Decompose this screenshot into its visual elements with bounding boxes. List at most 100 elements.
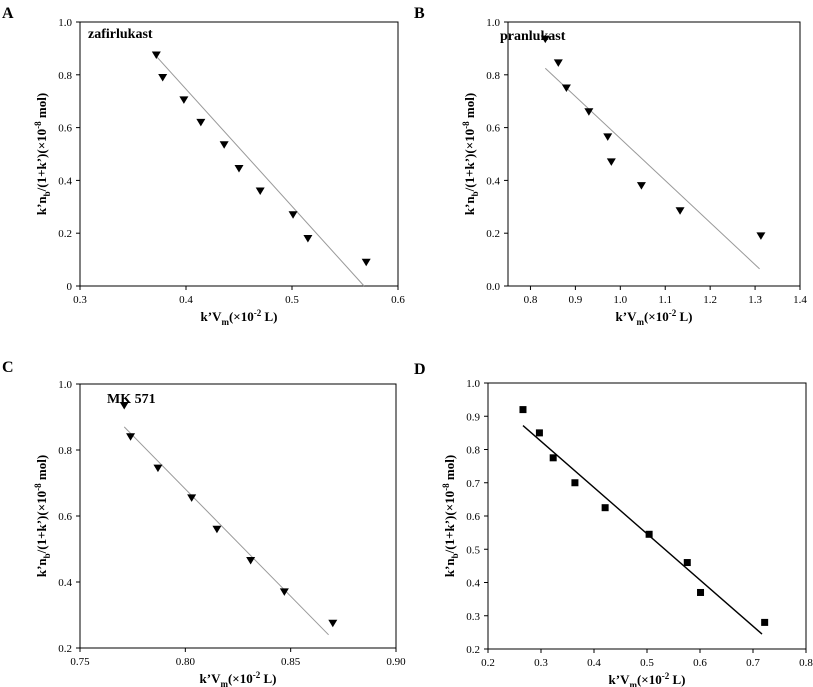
x-axis-title-part: (×10 [229, 309, 254, 324]
plot-frame [487, 382, 807, 650]
x-axis-title-part: (×10 [228, 671, 253, 686]
x-tick-label: 0.8 [799, 657, 813, 669]
x-tick-label: 0.2 [481, 657, 495, 669]
data-point [119, 401, 129, 410]
plot-frame [79, 383, 397, 649]
data-point [549, 454, 557, 462]
data-point [756, 232, 766, 240]
y-tick-label: 0.6 [58, 123, 72, 135]
y-tick-label: 0.4 [466, 578, 480, 590]
y-axis-title: k’nb/(1+k’)(×10-8 mol) [33, 93, 52, 215]
data-point [519, 406, 527, 414]
x-axis-title-part: (×10 [644, 309, 669, 324]
x-tick-label: 0.4 [179, 294, 193, 306]
data-point [158, 73, 168, 82]
panel-letter: A [2, 5, 14, 22]
y-tick-label: 0.4 [58, 175, 72, 187]
data-point [234, 165, 244, 173]
y-axis-title-part: /(1+k’)(×10 [462, 129, 477, 192]
x-axis-title: k’Vm(×10-2 L) [200, 670, 277, 687]
y-tick-label: 1.0 [466, 378, 480, 390]
data-point [584, 108, 594, 116]
x-axis-title-part: L) [669, 672, 685, 687]
y-axis-title-part: mol) [34, 93, 49, 122]
x-axis-title: k’Vm(×10-2 L) [616, 308, 693, 327]
fit-line [123, 426, 329, 636]
y-tick-label: 0.8 [466, 445, 480, 457]
compound-label: pranlukast [500, 29, 566, 44]
y-tick-label: 0.2 [486, 228, 500, 240]
data-point [255, 187, 265, 195]
y-axis-title-sup: -8 [441, 483, 451, 491]
y-tick-label: 0.2 [466, 644, 480, 656]
data-point [540, 35, 550, 44]
y-tick-label: 0.7 [466, 478, 480, 490]
data-point [683, 559, 691, 567]
y-axis-title-sub: b [42, 553, 52, 558]
data-point [553, 59, 563, 67]
y-tick-label: 0.2 [58, 228, 72, 240]
data-point [153, 464, 163, 473]
x-tick-label: 0.4 [587, 657, 601, 669]
panel-letter: D [414, 361, 426, 378]
x-tick-label: 1.1 [658, 294, 672, 306]
data-point [328, 619, 338, 628]
panel-letter: C [2, 359, 14, 376]
x-axis-title: k’Vm(×10-2 L) [201, 308, 278, 327]
y-tick-label: 0.5 [466, 544, 480, 556]
y-tick-label: 0 [67, 281, 73, 293]
y-axis-title-part: k’n [462, 196, 477, 216]
x-tick-label: 0.8 [524, 294, 538, 306]
data-point [535, 429, 543, 437]
x-axis-title-sup: -2 [253, 670, 261, 680]
y-axis-title-part: /(1+k’)(×10 [442, 491, 457, 554]
y-axis-title: k’nb/(1+k’)(×10-8 mol) [461, 93, 480, 215]
data-point [561, 84, 571, 92]
y-axis-title-part: mol) [34, 455, 49, 484]
data-point [606, 158, 616, 166]
x-tick-label: 0.80 [176, 656, 196, 668]
data-point [361, 258, 371, 267]
x-tick-label: 0.75 [70, 656, 90, 668]
data-point [179, 96, 189, 104]
x-axis-title-part: k’V [616, 309, 638, 324]
compound-label: MK 571 [107, 392, 156, 407]
chart-panel-d: D 0.2 0.3 0.4 0.5 0.6 0.7 0.8 0.2 0.3 0.4 0.5 0.6 0.7… [414, 361, 813, 687]
x-tick-label: 0.5 [285, 294, 299, 306]
x-axis-title: k’Vm(×10-2 L) [609, 671, 686, 687]
x-axis-title-part: L) [676, 309, 692, 324]
fit-line [522, 425, 763, 635]
y-axis-title-sub: b [470, 191, 480, 196]
y-axis-title-part: mol) [462, 93, 477, 122]
data-point [196, 118, 206, 127]
data-point [246, 557, 256, 565]
plot-frame [507, 21, 801, 287]
y-tick-label: 1.0 [486, 17, 500, 29]
x-axis-title-part: (×10 [637, 672, 662, 687]
y-tick-label: 0.6 [486, 123, 500, 135]
x-axis-title-part: L) [260, 671, 276, 686]
compound-label: zafirlukast [88, 27, 153, 42]
data-point [675, 207, 685, 215]
y-tick-label: 0.8 [58, 70, 72, 82]
data-point [645, 530, 653, 538]
x-tick-label: 0.3 [73, 294, 87, 306]
y-axis-title: k’nb/(1+k’)(×10-8 mol) [441, 455, 460, 577]
x-axis-title-sub: m [636, 317, 644, 327]
data-point [279, 588, 289, 596]
x-tick-label: 1.2 [703, 294, 717, 306]
fit-line [544, 67, 760, 270]
y-axis-title-part: /(1+k’)(×10 [34, 491, 49, 554]
data-point [187, 494, 197, 502]
x-tick-label: 1.4 [793, 294, 807, 306]
fit-line [155, 55, 365, 287]
chart-panel-b: B 0.8 0.9 1.0 1.1 1.2 1.3 1.4 0.0 0.2 0.4 0.6 0.8 1.0… [414, 5, 807, 327]
chart-panel-c: C 0.75 0.80 0.85 0.90 0.2 0.4 0.6 0.8 1.0 k’Vm(×10… [2, 359, 406, 687]
y-axis-title-part: k’n [34, 558, 49, 578]
y-axis-title-part: /(1+k’)(×10 [34, 129, 49, 192]
x-tick-label: 0.85 [281, 656, 301, 668]
x-axis-title-sub: m [220, 679, 228, 687]
y-tick-label: 1.0 [58, 379, 72, 391]
data-point [697, 588, 705, 596]
